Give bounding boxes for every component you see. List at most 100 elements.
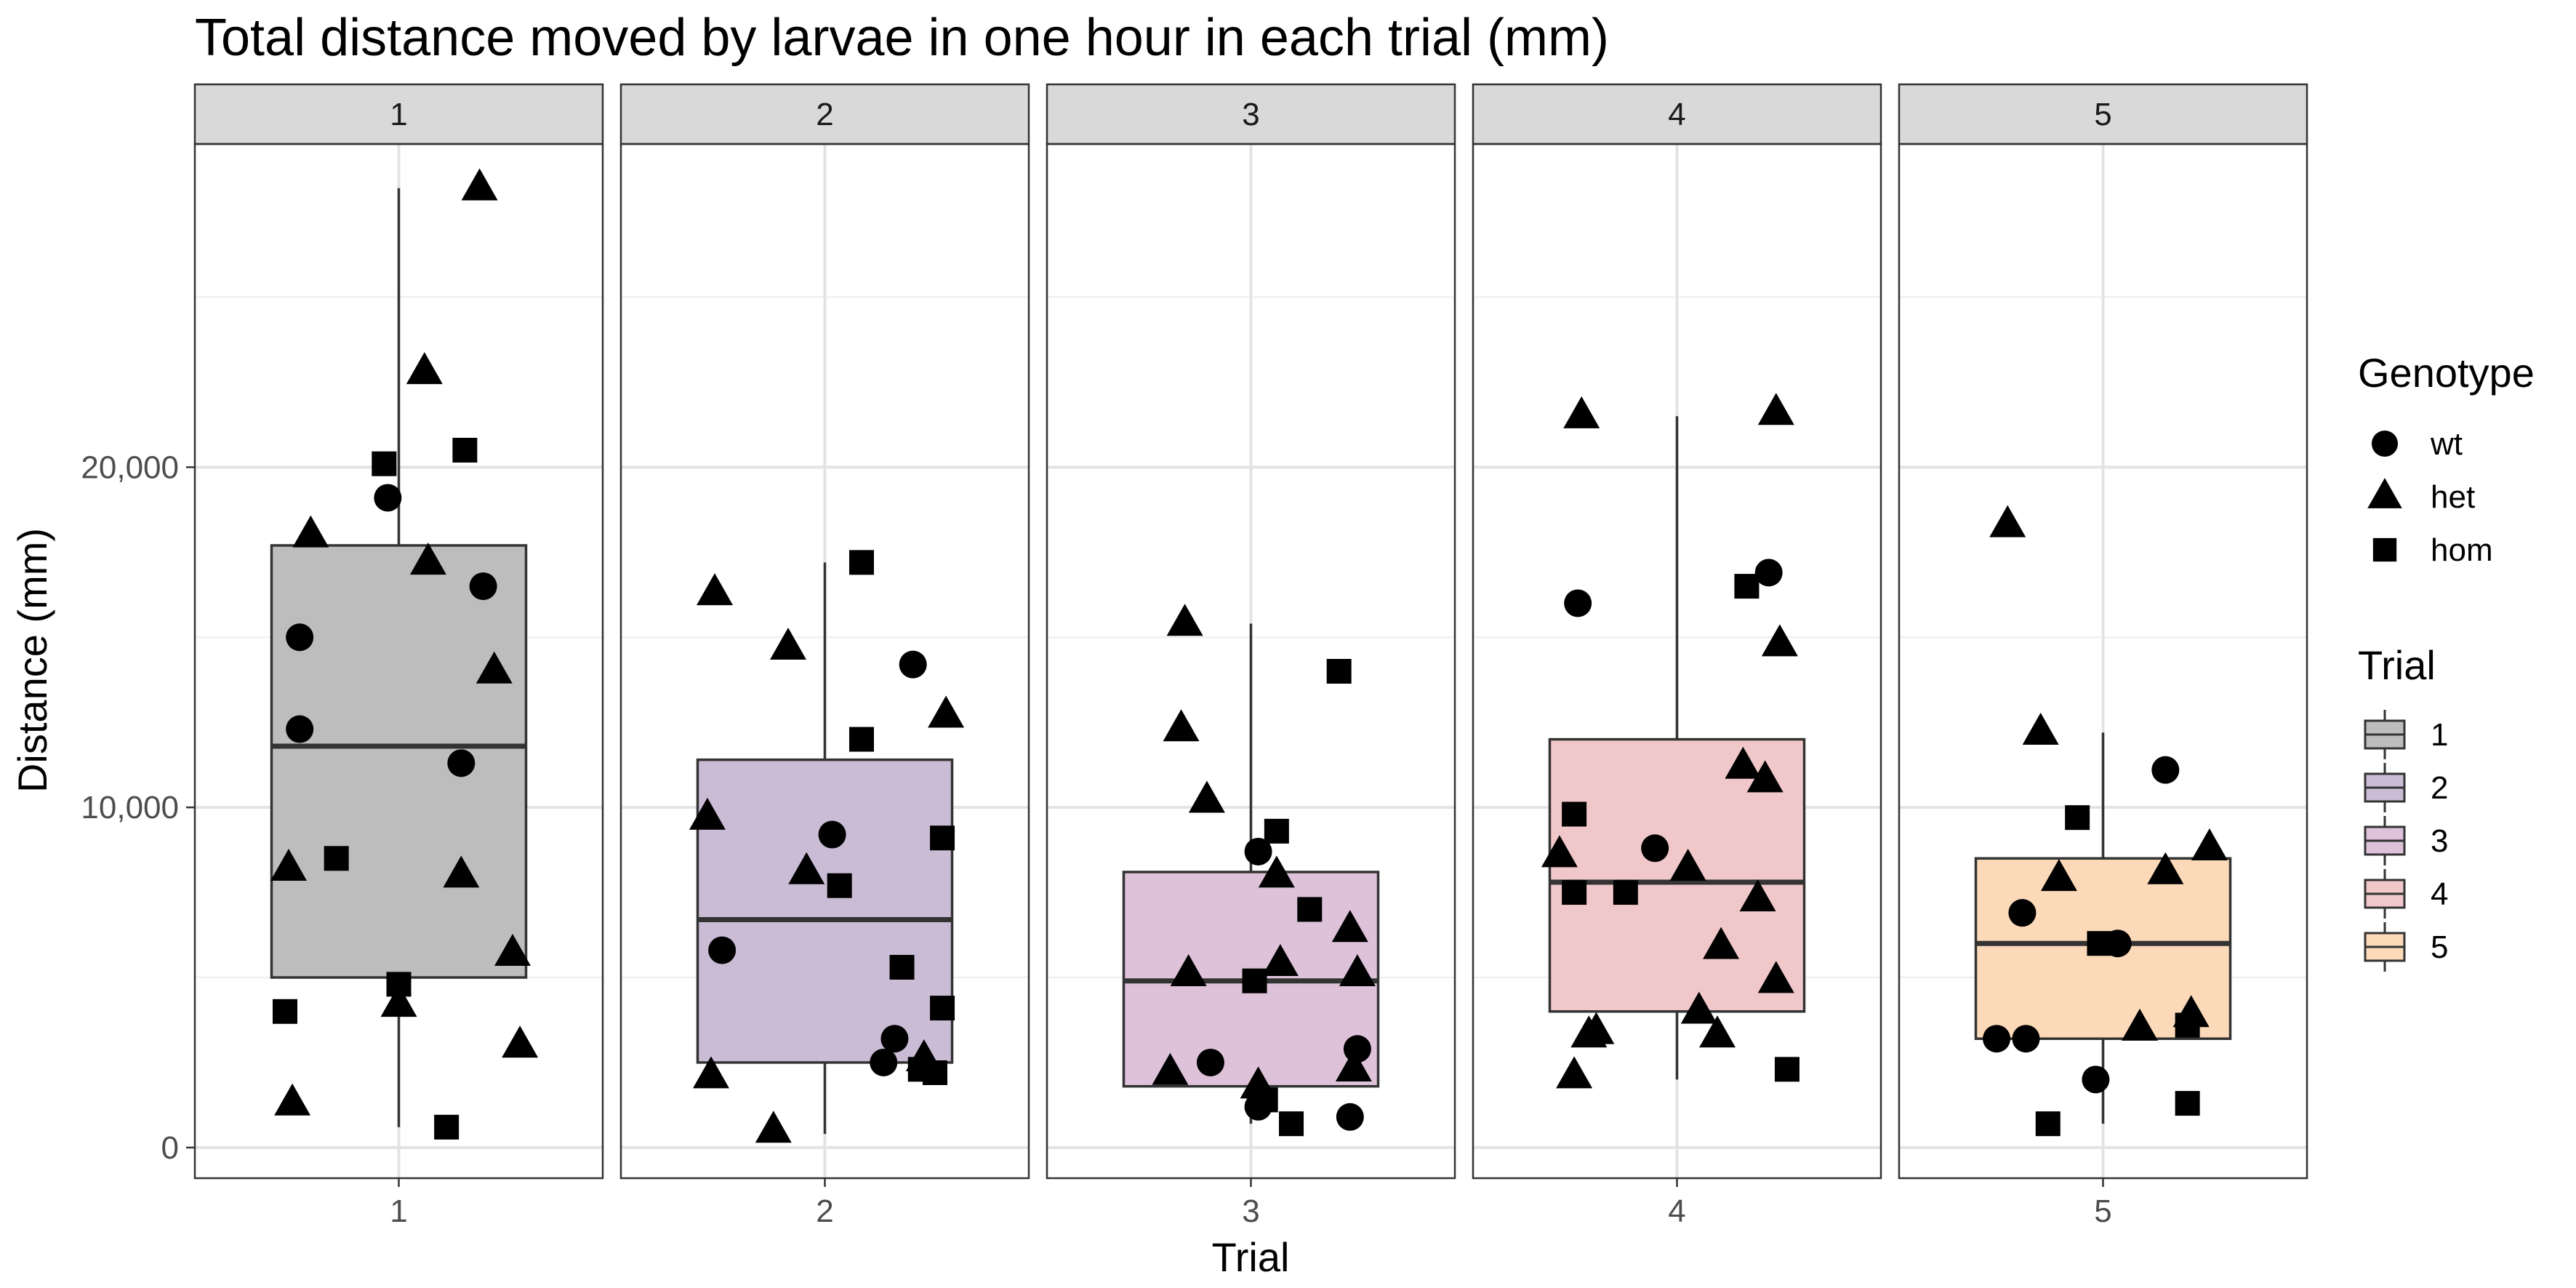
data-point-het [1339,954,1376,987]
data-point-hom [848,727,874,752]
legend-label-wt: wt [2430,426,2463,462]
data-point-het [2191,828,2228,860]
data-point-het [2147,852,2184,884]
data-point-wt [1641,834,1669,863]
facet-strip [1046,83,1456,145]
data-point-wt [1196,1048,1224,1076]
legend-key-wt-icon [2371,430,2399,457]
data-point-het [292,515,329,548]
legend-label-trial-2: 2 [2431,770,2448,806]
chart-title: Total distance moved by larvae in one ho… [195,9,1609,67]
data-point-wt [870,1048,898,1076]
data-point-het [443,855,480,888]
data-point-hom [2175,1012,2200,1038]
facet-panel-3: 33 [1046,83,1456,1229]
x-tick-label: 5 [2094,1193,2111,1229]
legend-label-hom: hom [2431,532,2493,568]
x-tick-label: 1 [390,1193,407,1229]
data-point-wt [1244,837,1272,865]
x-tick-label: 4 [1668,1193,1685,1229]
data-point-wt [2082,1065,2110,1094]
y-axis-title: Distance (mm) [9,528,55,793]
data-point-het [1188,780,1225,813]
data-point-het [1725,746,1762,779]
facet-strip-label: 5 [2094,97,2111,132]
data-point-het [1335,1049,1372,1082]
legend-key-het-icon [2367,478,2402,508]
facet-strip [193,83,604,145]
data-point-wt [286,623,314,652]
data-point-wt [2151,756,2180,784]
data-point-hom [1253,1087,1278,1113]
data-point-wt [469,572,497,601]
data-point-hom [930,825,955,851]
data-point-het [406,352,443,385]
legend-label-trial-1: 1 [2431,717,2448,753]
data-point-het [2040,859,2077,892]
facet-strip [1472,83,1882,145]
data-point-het [697,573,734,606]
data-point-wt [880,1025,909,1053]
data-point-het [1761,624,1798,657]
data-point-het [1703,927,1740,959]
data-point-het [1680,991,1717,1024]
legend-label-trial-5: 5 [2431,929,2448,965]
data-point-hom [1242,968,1267,993]
data-point-hom [1326,659,1352,684]
data-point-wt [2008,899,2037,927]
data-point-hom [889,954,915,980]
data-point-het [1757,393,1794,425]
data-point-hom [386,972,412,997]
facet-strip-label: 1 [390,97,407,132]
data-point-wt [708,936,737,964]
facet-strip-label: 2 [816,97,833,132]
legend-genotype: Genotype wt het hom [2358,350,2535,568]
data-point-het [476,651,513,684]
data-point-het [1669,849,1706,881]
data-point-hom [1297,897,1323,922]
data-point-het [2121,1008,2158,1041]
data-point-het [689,797,726,830]
data-point-het [1170,954,1207,987]
data-point-hom [827,873,852,898]
x-tick-label: 2 [816,1193,833,1229]
data-point-hom [1774,1057,1799,1082]
x-axis-title: Trial [1212,1234,1290,1280]
data-point-het [1570,1015,1608,1048]
data-point-het [1261,944,1299,977]
legend-trial-title: Trial [2358,642,2436,688]
data-point-hom [434,1114,460,1140]
legend-trial: Trial 1 2 3 4 5 [2358,642,2448,972]
legend-label-trial-3: 3 [2431,823,2448,859]
data-point-het [494,933,531,966]
data-point-het [1556,1056,1593,1089]
facet-panel-2: 22 [619,83,1030,1229]
data-point-het [928,695,965,728]
data-point-het [461,168,498,201]
data-point-het [692,1056,729,1089]
data-point-hom [1264,818,1289,844]
facet-strip-label: 3 [1242,97,1259,132]
data-point-het [1166,604,1203,636]
data-point-het [755,1111,792,1143]
legend-label-het: het [2431,479,2475,515]
data-point-het [1331,910,1368,943]
legend-genotype-title: Genotype [2358,350,2535,396]
data-point-wt [1564,589,1592,617]
facet-strip [619,83,1030,145]
facet-strip-label: 4 [1668,97,1685,132]
data-point-hom [452,437,478,463]
data-point-hom [272,999,297,1024]
data-point-het [1757,961,1794,993]
data-point-het [1989,505,2026,537]
legend-label-trial-4: 4 [2431,876,2448,912]
data-point-hom [1734,574,1760,599]
data-point-het [1739,879,1776,912]
data-point-het [1563,396,1600,428]
data-point-wt [1983,1025,2011,1053]
data-point-wt [286,715,314,743]
data-point-hom [2065,805,2090,831]
data-point-wt [374,484,402,512]
data-point-hom [1562,801,1587,827]
